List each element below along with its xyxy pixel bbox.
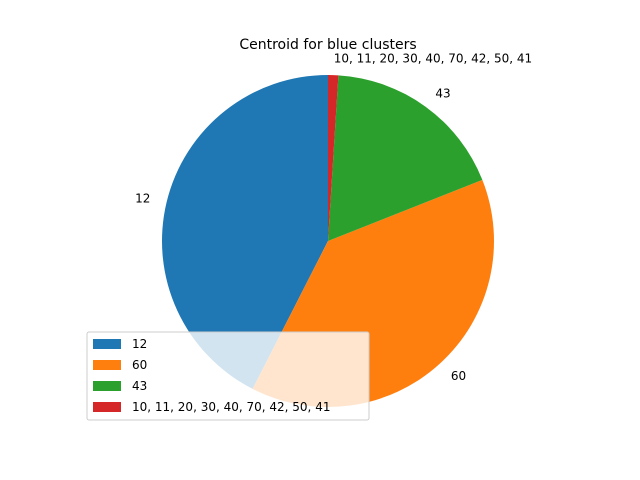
legend-label-0: 12	[132, 337, 147, 351]
pie-slice-2	[328, 75, 483, 241]
slice-label-0: 12	[135, 191, 150, 205]
legend-frame	[86, 331, 370, 421]
legend-swatch-1	[93, 360, 121, 370]
slice-label-2: 43	[435, 86, 450, 100]
slice-label-3: 10, 11, 20, 30, 40, 70, 42, 50, 41	[334, 51, 532, 65]
pie-slice-3	[328, 75, 339, 241]
pie-slice-labels: 12 60 43 10, 11, 20, 30, 40, 70, 42, 50, 4…	[135, 51, 532, 383]
chart-title: Centroid for blue clusters	[239, 37, 416, 53]
legend: 12 60 43 10, 11, 20, 30, 40, 70, 42, 50, 4…	[86, 331, 370, 421]
slice-label-1: 60	[451, 369, 466, 383]
legend-swatch-0	[93, 339, 121, 349]
legend-label-1: 60	[132, 358, 147, 372]
legend-swatch-2	[93, 381, 121, 391]
legend-label-2: 43	[132, 379, 147, 393]
legend-label-3: 10, 11, 20, 30, 40, 70, 42, 50, 41	[132, 400, 330, 414]
pie-slice-0	[161, 75, 328, 389]
legend-swatch-3	[93, 402, 121, 412]
